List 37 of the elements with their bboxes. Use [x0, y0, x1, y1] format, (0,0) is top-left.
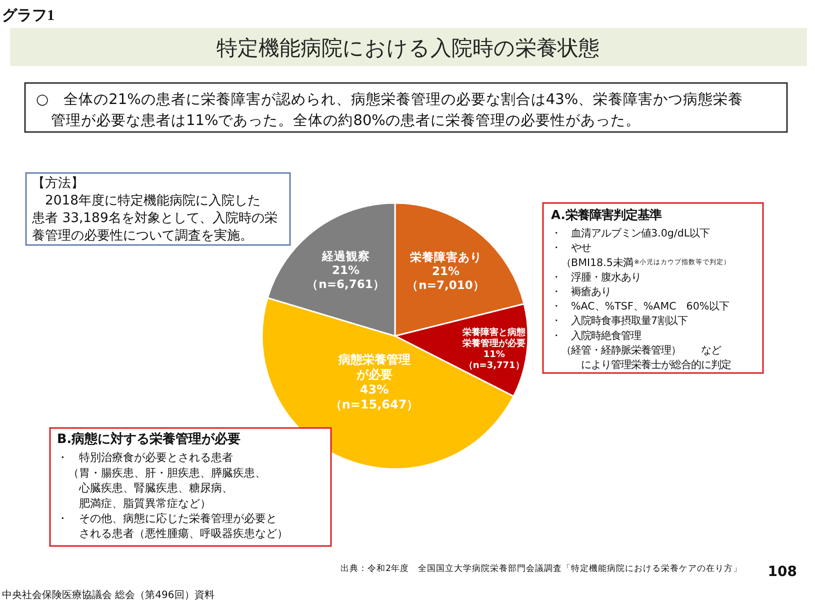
slice-label: 病態栄養管理が必要	[337, 352, 410, 382]
text: 肥満症、脂質異常症など）	[57, 496, 211, 510]
text: （経管・経静脈栄養管理） など	[551, 344, 721, 356]
text: ・ 褥瘡あり	[551, 286, 611, 298]
data-label: 43% （n=15,647）	[330, 382, 419, 412]
slice-label: 栄養障害と病態栄養管理が必要	[462, 326, 527, 349]
slice-label: 栄養障害あり	[410, 250, 482, 264]
text: ・ 浮腫・腹水あり	[551, 271, 641, 284]
text: 2018年度に特定機能病院に入院した	[32, 192, 261, 208]
data-label: 11% （n=3,771）	[464, 350, 524, 371]
text: ・ その他、病態に応じた栄養管理が必要と	[57, 512, 277, 525]
text: 108	[768, 564, 797, 580]
text: により管理栄養士が総合的に判定	[551, 359, 731, 371]
text: 管理が必要な患者は11%であった。全体の約80%の患者に栄養管理の必要性があった。	[36, 112, 640, 129]
source-note: 出典：令和2年度 全国国立大学病院栄養部門会議調査「特定機能病院における栄養ケアの在り方」	[340, 563, 742, 574]
text: （BMI18.5未満	[551, 256, 633, 269]
data-label: 21% （n=7,010）	[406, 264, 485, 292]
text: （胃・腸疾患、肝・胆疾患、膵臓疾患、	[57, 466, 266, 480]
text: ・ 特別治療食が必要とされる患者	[57, 451, 233, 464]
text: A.栄養障害判定基準	[551, 208, 662, 222]
text: ・ やせ	[551, 242, 591, 254]
text: ○ 全体の21%の患者に栄養障害が認められ、病態栄養管理の必要な割合は43%、栄養障害かつ病態栄養	[36, 91, 744, 108]
data-label: 21% （n=6,761）	[306, 262, 385, 291]
text: ・ %AC、%TSF、%AMC 60%以下	[551, 300, 730, 313]
slice-label: 経過観察	[320, 248, 370, 263]
chart-title: 特定機能病院における入院時の栄養状態	[216, 36, 600, 60]
text: 養管理の必要性について調査を実施。	[32, 228, 253, 244]
text: 【方法】	[32, 175, 84, 191]
text: 患者 33,189名を対象として、入院時の栄	[31, 210, 278, 226]
text: B.病態に対する栄養管理が必要	[57, 431, 241, 447]
text: される患者（悪性腫瘍、呼吸器疾患など）	[57, 527, 288, 540]
text: ・ 入院時絶食管理	[551, 330, 641, 342]
text: ・ 入院時食事摂取量7割以下	[551, 315, 688, 328]
text: 中央社会保険医療協議会 総会（第496回）資料	[2, 589, 214, 601]
text: ・ 血清アルブミン値3.0g/dL以下	[551, 228, 710, 240]
text: グラフ1	[2, 7, 54, 24]
text: 心臓疾患、腎臓疾患、糖尿病、	[57, 482, 233, 495]
